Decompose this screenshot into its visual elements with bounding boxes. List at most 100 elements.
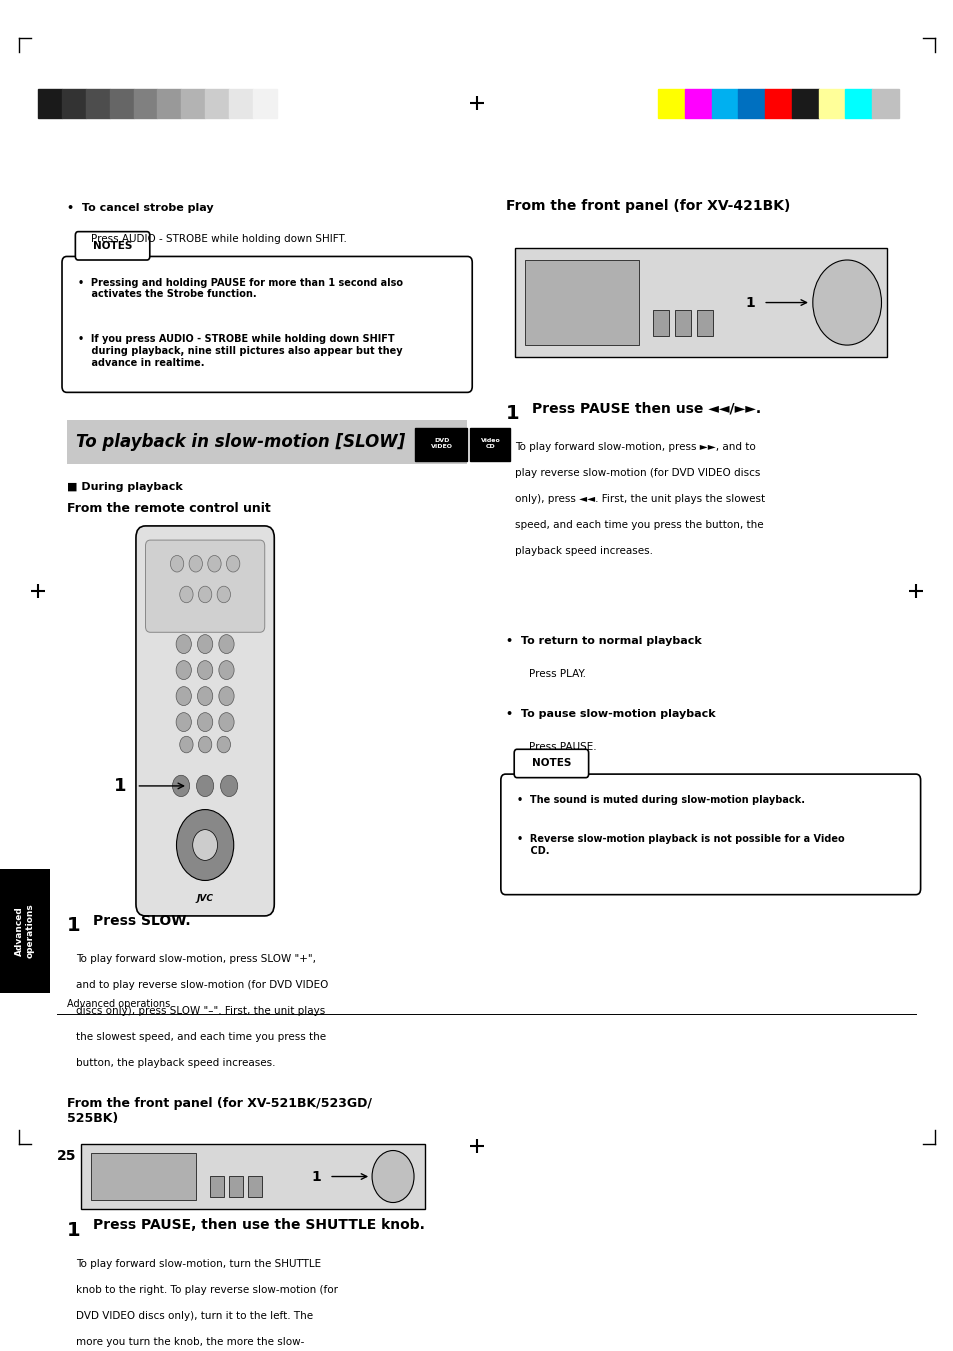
Bar — [764, 89, 791, 118]
Bar — [871, 89, 898, 118]
Circle shape — [176, 661, 192, 680]
Bar — [738, 89, 764, 118]
Text: only), press ◄◄. First, the unit plays the slowest: only), press ◄◄. First, the unit plays t… — [515, 494, 764, 504]
Text: NOTES: NOTES — [92, 240, 132, 251]
Circle shape — [218, 661, 233, 680]
Circle shape — [197, 635, 213, 654]
Bar — [653, 309, 668, 335]
Text: From the remote control unit: From the remote control unit — [67, 503, 271, 515]
Text: From the front panel (for XV-421BK): From the front panel (for XV-421BK) — [505, 199, 789, 212]
Text: more you turn the knob, the more the slow-: more you turn the knob, the more the slo… — [76, 1336, 304, 1347]
Text: ■ During playback: ■ During playback — [67, 482, 182, 492]
Text: •  If you press AUDIO - STROBE while holding down SHIFT
    during playback, nin: • If you press AUDIO - STROBE while hold… — [78, 335, 402, 367]
Bar — [711, 89, 738, 118]
Circle shape — [193, 830, 217, 861]
Text: Video
CD: Video CD — [480, 438, 499, 449]
Text: 1: 1 — [505, 404, 518, 423]
Text: To play forward slow-motion, press SLOW "+",: To play forward slow-motion, press SLOW … — [76, 954, 316, 963]
Bar — [675, 309, 690, 335]
FancyBboxPatch shape — [515, 249, 886, 357]
Text: knob to the right. To play reverse slow-motion (for: knob to the right. To play reverse slow-… — [76, 1285, 338, 1294]
Circle shape — [189, 555, 202, 571]
Bar — [697, 309, 712, 335]
Bar — [229, 89, 253, 118]
Text: 1: 1 — [67, 1221, 80, 1240]
Circle shape — [197, 712, 213, 731]
Text: To play forward slow-motion, turn the SHUTTLE: To play forward slow-motion, turn the SH… — [76, 1259, 321, 1269]
Text: •  The sound is muted during slow-motion playback.: • The sound is muted during slow-motion … — [517, 796, 804, 805]
Circle shape — [217, 736, 231, 753]
FancyBboxPatch shape — [81, 1144, 424, 1209]
Bar — [844, 89, 871, 118]
Bar — [205, 89, 229, 118]
Circle shape — [218, 686, 233, 705]
Bar — [86, 89, 110, 118]
Circle shape — [217, 586, 231, 603]
Bar — [229, 1175, 243, 1197]
Circle shape — [171, 555, 184, 571]
Text: •  Pressing and holding PAUSE for more than 1 second also
    activates the Stro: • Pressing and holding PAUSE for more th… — [78, 278, 403, 300]
Circle shape — [176, 712, 192, 731]
Circle shape — [208, 555, 221, 571]
Bar — [248, 1175, 262, 1197]
Text: JVC: JVC — [196, 894, 213, 902]
FancyBboxPatch shape — [145, 540, 264, 632]
Circle shape — [196, 775, 213, 797]
Bar — [253, 89, 276, 118]
Bar — [210, 1175, 224, 1197]
FancyBboxPatch shape — [75, 231, 150, 259]
FancyBboxPatch shape — [500, 774, 920, 894]
Bar — [415, 428, 467, 461]
Circle shape — [372, 1151, 414, 1202]
Text: Advanced operations: Advanced operations — [67, 1000, 170, 1009]
Bar — [110, 89, 133, 118]
Bar — [658, 89, 684, 118]
Bar — [684, 89, 711, 118]
Bar — [62, 89, 86, 118]
Bar — [157, 89, 181, 118]
Bar — [818, 89, 844, 118]
Text: 1: 1 — [745, 296, 755, 309]
Text: and to play reverse slow-motion (for DVD VIDEO: and to play reverse slow-motion (for DVD… — [76, 979, 329, 990]
Text: Press PAUSE then use ◄◄/►►.: Press PAUSE then use ◄◄/►►. — [532, 401, 760, 416]
Circle shape — [226, 555, 239, 571]
Text: DVD VIDEO discs only), turn it to the left. The: DVD VIDEO discs only), turn it to the le… — [76, 1310, 314, 1321]
Bar — [470, 428, 510, 461]
Bar — [67, 420, 467, 465]
Text: discs only), press SLOW "–". First, the unit plays: discs only), press SLOW "–". First, the … — [76, 1005, 325, 1016]
Text: Press AUDIO - STROBE while holding down SHIFT.: Press AUDIO - STROBE while holding down … — [91, 234, 346, 245]
Bar — [91, 1154, 195, 1200]
Circle shape — [176, 635, 192, 654]
Circle shape — [220, 775, 237, 797]
Bar — [0, 869, 50, 993]
Circle shape — [179, 736, 193, 753]
Circle shape — [197, 661, 213, 680]
Text: To play forward slow-motion, press ►►, and to: To play forward slow-motion, press ►►, a… — [515, 442, 755, 453]
Circle shape — [172, 775, 190, 797]
Text: DVD
VIDEO: DVD VIDEO — [430, 438, 453, 449]
Text: 1: 1 — [67, 916, 80, 935]
Bar — [524, 259, 639, 345]
Text: the slowest speed, and each time you press the: the slowest speed, and each time you pre… — [76, 1032, 326, 1042]
Text: •  To pause slow-motion playback: • To pause slow-motion playback — [505, 709, 715, 719]
Circle shape — [198, 586, 212, 603]
Text: To playback in slow-motion [SLOW]: To playback in slow-motion [SLOW] — [76, 434, 405, 451]
Circle shape — [176, 686, 192, 705]
Text: Advanced
operations: Advanced operations — [15, 904, 34, 958]
Text: playback speed increases.: playback speed increases. — [515, 546, 653, 557]
Bar — [181, 89, 205, 118]
FancyBboxPatch shape — [62, 257, 472, 392]
Text: 1: 1 — [312, 1170, 321, 1183]
Circle shape — [198, 736, 212, 753]
Text: From the front panel (for XV-521BK/523GD/
525BK): From the front panel (for XV-521BK/523GD… — [67, 1097, 372, 1125]
Text: button, the playback speed increases.: button, the playback speed increases. — [76, 1058, 275, 1067]
Circle shape — [812, 259, 881, 345]
Circle shape — [218, 712, 233, 731]
Circle shape — [176, 809, 233, 881]
Text: •  To return to normal playback: • To return to normal playback — [505, 636, 700, 646]
Text: Press PLAY.: Press PLAY. — [529, 669, 586, 680]
Text: •  To cancel strobe play: • To cancel strobe play — [67, 203, 213, 213]
Bar — [133, 89, 157, 118]
Text: Press SLOW.: Press SLOW. — [93, 913, 191, 928]
FancyBboxPatch shape — [514, 750, 588, 778]
